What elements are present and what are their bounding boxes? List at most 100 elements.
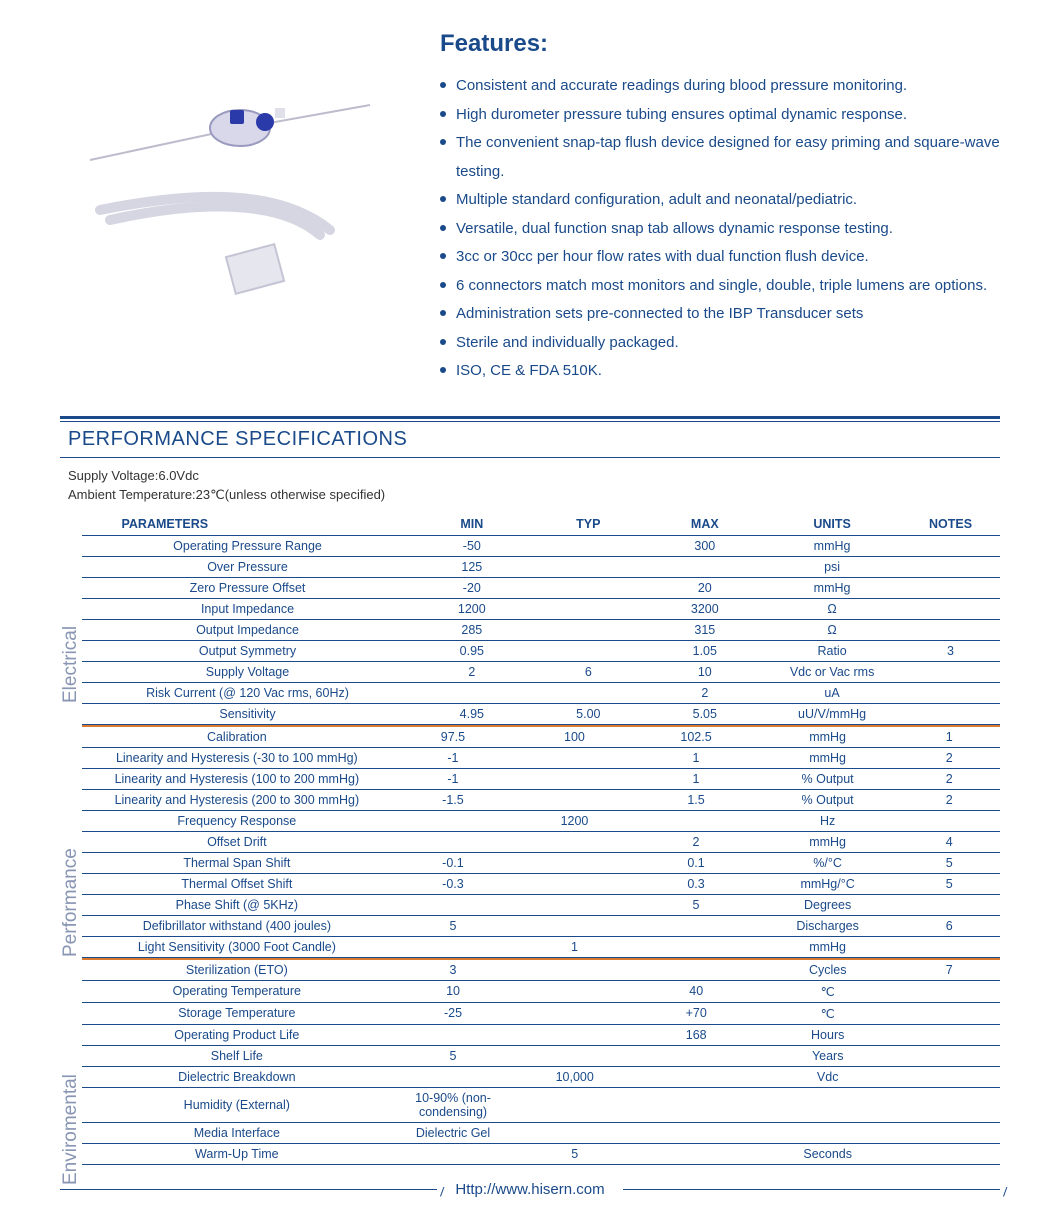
param-value: Ω bbox=[763, 598, 901, 619]
table-row: Thermal Offset Shift-0.30.3mmHg/°C5 bbox=[82, 873, 1001, 894]
param-name: Light Sensitivity (3000 Foot Candle) bbox=[82, 936, 393, 957]
param-value: 10,000 bbox=[514, 1066, 636, 1087]
param-value bbox=[530, 577, 646, 598]
param-value: -0.1 bbox=[392, 852, 514, 873]
param-value bbox=[414, 682, 531, 703]
param-value: -1 bbox=[392, 768, 514, 789]
param-value: Vdc bbox=[757, 1066, 899, 1087]
param-value bbox=[514, 747, 636, 768]
table-row: Storage Temperature-25+70℃ bbox=[82, 1002, 1001, 1024]
feature-item: Sterile and individually packaged. bbox=[440, 329, 1000, 358]
param-value: 4.95 bbox=[414, 703, 531, 724]
param-name: Offset Drift bbox=[82, 831, 393, 852]
param-value: 1.5 bbox=[635, 789, 757, 810]
table-row: Linearity and Hysteresis (-30 to 100 mmH… bbox=[82, 747, 1001, 768]
param-value bbox=[530, 598, 646, 619]
param-value bbox=[392, 936, 514, 957]
param-value: 3 bbox=[901, 640, 1000, 661]
table-row: Calibration97.5100102.5mmHg1 bbox=[82, 727, 1001, 748]
table-row: Risk Current (@ 120 Vac rms, 60Hz)2uA bbox=[82, 682, 1001, 703]
param-value: 300 bbox=[647, 535, 764, 556]
param-value: %/°C bbox=[757, 852, 899, 873]
param-value: -25 bbox=[392, 1002, 514, 1024]
param-name: Over Pressure bbox=[82, 556, 414, 577]
param-value: 40 bbox=[635, 980, 756, 1002]
spec-table: Calibration97.5100102.5mmHg1Linearity an… bbox=[82, 727, 1001, 958]
param-value bbox=[392, 1143, 514, 1164]
footer-url[interactable]: Http://www.hisern.com bbox=[455, 1181, 604, 1198]
param-value bbox=[530, 640, 646, 661]
param-value: 20 bbox=[647, 577, 764, 598]
table-row: Dielectric Breakdown 10,000 Vdc bbox=[82, 1066, 1001, 1087]
param-value bbox=[514, 852, 636, 873]
param-value: -1.5 bbox=[392, 789, 514, 810]
param-name: Linearity and Hysteresis (100 to 200 mmH… bbox=[82, 768, 393, 789]
param-value bbox=[647, 556, 764, 577]
param-value bbox=[635, 915, 757, 936]
feature-item: 3cc or 30cc per hour flow rates with dua… bbox=[440, 243, 1000, 272]
param-value: 7 bbox=[898, 960, 1000, 981]
param-value: 168 bbox=[635, 1024, 756, 1045]
param-name: Operating Temperature bbox=[82, 980, 393, 1002]
table-row: Defibrillator withstand (400 joules)5Dis… bbox=[82, 915, 1001, 936]
feature-item: Administration sets pre-connected to the… bbox=[440, 300, 1000, 329]
param-value bbox=[514, 1024, 636, 1045]
param-value: 5 bbox=[898, 852, 1000, 873]
param-value: 1200 bbox=[514, 810, 636, 831]
param-value: -0.3 bbox=[392, 873, 514, 894]
spec-table: Sterilization (ETO)3Cycles7Operating Tem… bbox=[82, 960, 1001, 1165]
table-row: Output Impedance285315Ω bbox=[82, 619, 1001, 640]
feature-item: Multiple standard configuration, adult a… bbox=[440, 186, 1000, 215]
param-value bbox=[514, 960, 636, 981]
param-name: Output Impedance bbox=[82, 619, 414, 640]
table-row: Offset Drift2mmHg4 bbox=[82, 831, 1001, 852]
param-name: Phase Shift (@ 5KHz) bbox=[82, 894, 393, 915]
param-value: 5 bbox=[898, 873, 1000, 894]
param-value: 10-90% (non-condensing) bbox=[392, 1087, 514, 1122]
param-name: Warm-Up Time bbox=[82, 1143, 393, 1164]
feature-item: The convenient snap-tap flush device des… bbox=[440, 129, 1000, 186]
feature-item: ISO, CE & FDA 510K. bbox=[440, 357, 1000, 386]
param-value: Seconds bbox=[757, 1143, 899, 1164]
param-value: 4 bbox=[898, 831, 1000, 852]
param-value bbox=[530, 556, 646, 577]
param-value bbox=[514, 1122, 636, 1143]
param-value: mmHg bbox=[757, 831, 899, 852]
param-value: 2 bbox=[898, 789, 1000, 810]
param-value: Ω bbox=[763, 619, 901, 640]
param-value bbox=[635, 810, 757, 831]
param-name: Dielectric Breakdown bbox=[82, 1066, 393, 1087]
param-value: 10 bbox=[647, 661, 764, 682]
param-value: 5.00 bbox=[530, 703, 646, 724]
param-value: 97.5 bbox=[392, 727, 514, 748]
feature-item: High durometer pressure tubing ensures o… bbox=[440, 101, 1000, 130]
feature-item: Versatile, dual function snap tab allows… bbox=[440, 215, 1000, 244]
product-image bbox=[60, 30, 400, 330]
param-value bbox=[901, 703, 1000, 724]
table-row: Sterilization (ETO)3Cycles7 bbox=[82, 960, 1001, 981]
param-value bbox=[514, 1002, 636, 1024]
table-row: Output Symmetry0.951.05Ratio3 bbox=[82, 640, 1001, 661]
param-value bbox=[514, 980, 636, 1002]
top-section: Features: Consistent and accurate readin… bbox=[60, 30, 1000, 386]
spec-meta-line: Supply Voltage:6.0Vdc bbox=[68, 466, 1000, 486]
divider bbox=[623, 1189, 1000, 1190]
param-value bbox=[898, 980, 1000, 1002]
param-value: mmHg bbox=[757, 727, 899, 748]
param-value: 10 bbox=[392, 980, 514, 1002]
table-row: Media InterfaceDielectric Gel bbox=[82, 1122, 1001, 1143]
param-name: Frequency Response bbox=[82, 810, 393, 831]
param-name: Humidity (External) bbox=[82, 1087, 393, 1122]
table-row: Humidity (External)10-90% (non-condensin… bbox=[82, 1087, 1001, 1122]
param-value: 102.5 bbox=[635, 727, 757, 748]
param-value bbox=[898, 936, 1000, 957]
param-value bbox=[530, 619, 646, 640]
param-name: Media Interface bbox=[82, 1122, 393, 1143]
param-value: 5 bbox=[635, 894, 757, 915]
param-name: Linearity and Hysteresis (-30 to 100 mmH… bbox=[82, 747, 393, 768]
param-value bbox=[635, 1066, 756, 1087]
param-value: 1200 bbox=[414, 598, 531, 619]
column-header: UNITS bbox=[763, 513, 901, 536]
param-value: -20 bbox=[414, 577, 531, 598]
param-value: Hours bbox=[757, 1024, 899, 1045]
